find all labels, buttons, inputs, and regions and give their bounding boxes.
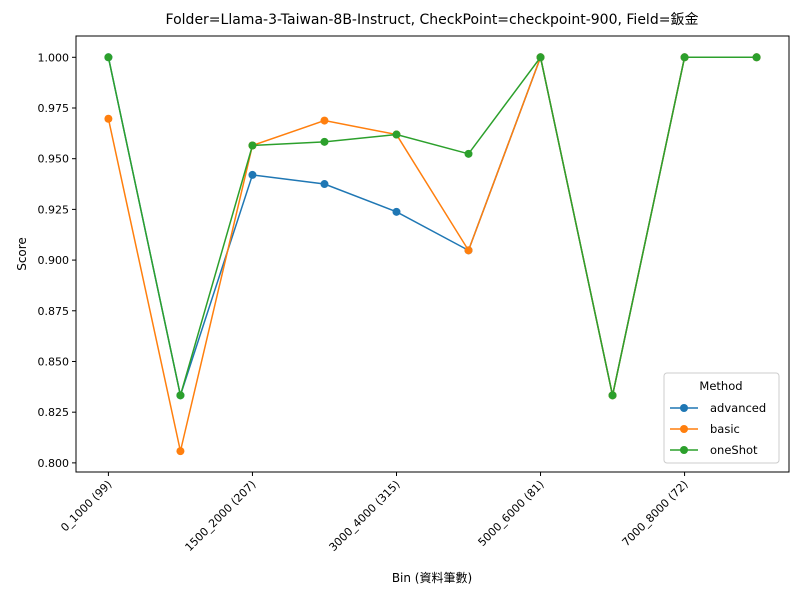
- y-tick-label: 0.900: [38, 254, 70, 267]
- x-axis-label: Bin (資料筆數): [392, 571, 472, 585]
- data-point: [536, 53, 545, 62]
- x-tick-label: 5000_6000 (81): [476, 478, 547, 549]
- data-point: [608, 391, 617, 400]
- y-tick-label: 1.000: [38, 51, 70, 64]
- y-tick-label: 0.950: [38, 153, 70, 166]
- series-oneShot: [104, 53, 761, 400]
- y-tick-label: 0.875: [38, 305, 70, 318]
- series-basic: [104, 53, 761, 456]
- series-advanced: [104, 53, 761, 400]
- data-point: [680, 53, 689, 62]
- chart-title: Folder=Llama-3-Taiwan-8B-Instruct, Check…: [166, 12, 699, 28]
- series-line: [107, 54, 757, 452]
- y-tick-label: 0.825: [38, 406, 70, 419]
- x-tick-label: 7000_8000 (72): [620, 478, 691, 549]
- legend: Method advanced basic oneShot: [663, 372, 780, 464]
- y-axis: 0.800 0.825 0.850 0.875 0.900 0.925 0.950 0.975…: [38, 51, 76, 470]
- legend-marker: [680, 446, 688, 454]
- y-tick-label: 0.800: [38, 457, 70, 470]
- legend-title: Method: [699, 379, 742, 393]
- data-point: [104, 53, 113, 62]
- x-tick-label: 3000_4000 (315): [327, 478, 403, 554]
- series-line: [107, 55, 757, 396]
- x-tick-label: 0_1000 (99): [58, 478, 114, 534]
- series-layer: [104, 53, 761, 456]
- y-axis-label: Score: [15, 237, 29, 271]
- data-point: [752, 53, 761, 62]
- legend-label: basic: [710, 422, 740, 436]
- data-point: [176, 391, 185, 400]
- y-tick-label: 0.975: [38, 102, 70, 115]
- data-point: [176, 447, 185, 456]
- data-point: [320, 137, 329, 146]
- data-point: [104, 114, 113, 123]
- plot-area: [75, 35, 790, 473]
- legend-label: oneShot: [710, 443, 758, 457]
- legend-marker: [680, 404, 688, 412]
- data-point: [248, 141, 257, 150]
- y-tick-label: 0.925: [38, 203, 70, 216]
- y-tick-label: 0.850: [38, 355, 70, 368]
- data-point: [464, 246, 473, 255]
- legend-label: advanced: [710, 401, 766, 415]
- data-point: [248, 170, 257, 179]
- data-point: [392, 130, 401, 139]
- x-tick-label: 1500_2000 (207): [183, 478, 259, 554]
- x-axis: 0_1000 (99) 1500_2000 (207) 3000_4000 (315…: [58, 472, 691, 554]
- data-point: [320, 116, 329, 125]
- data-point: [464, 149, 473, 158]
- data-point: [392, 207, 401, 216]
- legend-box: [663, 372, 780, 464]
- data-point: [320, 180, 329, 189]
- legend-marker: [680, 425, 688, 433]
